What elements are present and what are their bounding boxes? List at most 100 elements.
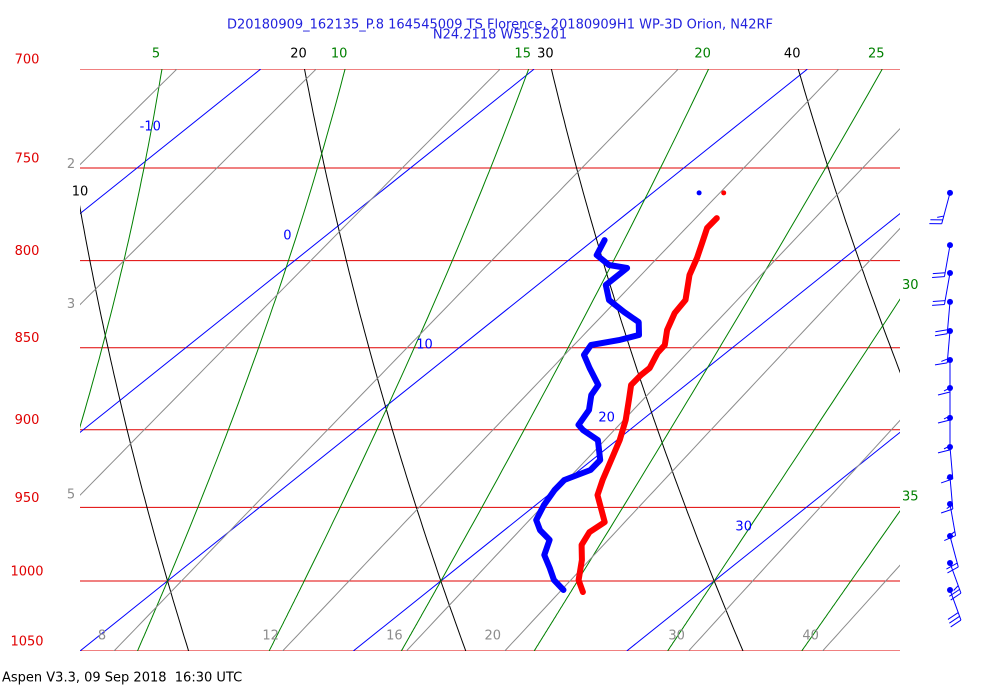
wind-barb — [934, 298, 953, 337]
barb-tick — [950, 592, 962, 601]
mixing-ratio-line-label: 40 — [802, 629, 819, 644]
dry-adiabat-label: 20 — [290, 47, 307, 62]
wind-barb — [947, 560, 962, 601]
barb-staff — [946, 331, 951, 363]
isotherm-label: 0 — [283, 229, 291, 244]
moist-adiabat-label: 5 — [152, 47, 160, 62]
barb-tick — [949, 615, 960, 624]
profile-line — [533, 237, 642, 593]
mixing-ratio-line-label: 3 — [67, 297, 75, 312]
moist-adiabat-label: 15 — [514, 47, 531, 62]
dry-adiabat — [304, 69, 467, 651]
profile-marker — [721, 190, 727, 196]
isotherm-label: 10 — [416, 338, 433, 353]
footer: Aspen V3.3, 09 Sep 2018 16:30 UTC — [2, 671, 242, 686]
dry-adiabat-label: 30 — [537, 47, 554, 62]
mixing-ratio-line-label: 20 — [485, 629, 502, 644]
barb-staff — [949, 446, 954, 479]
wind-barb — [932, 242, 953, 279]
wind-barb — [944, 501, 957, 542]
isotherm-label: 20 — [598, 411, 615, 426]
profiles — [533, 190, 727, 595]
mixing-ratio-line — [282, 69, 840, 651]
barb-staff — [941, 192, 951, 224]
mixing-ratio-line — [822, 564, 900, 651]
barb-tick — [950, 619, 962, 628]
moist-adiabat — [400, 69, 710, 651]
dry-adiabat — [550, 69, 744, 651]
diagram-lines — [80, 69, 900, 651]
barb-staff — [943, 245, 951, 277]
barb-tick — [946, 562, 958, 570]
wind-barbs — [929, 189, 962, 628]
moist-adiabat — [801, 510, 900, 651]
barb-tick — [953, 585, 959, 591]
moist-adiabat-label: 30 — [902, 278, 919, 293]
dry-adiabat — [797, 69, 900, 374]
barb-tick — [935, 329, 948, 333]
moist-adiabat — [80, 69, 163, 429]
isotherm — [352, 212, 900, 651]
barb-staff — [943, 272, 951, 305]
barb-staff — [949, 535, 959, 568]
barb-tick — [937, 215, 944, 218]
dry-adiabat-label: 10 — [72, 184, 89, 199]
dry-adiabat — [80, 204, 190, 651]
barb-staff — [946, 301, 951, 334]
pressure-label: 700 — [15, 53, 40, 68]
pressure-label: 900 — [15, 413, 40, 428]
mixing-ratio-line-label: 8 — [98, 629, 106, 644]
chart-subtitle: N24.2118 W55.5201 — [433, 28, 567, 43]
barb-staff — [949, 589, 962, 621]
barb-tick — [932, 272, 946, 275]
barb-tick — [947, 612, 959, 620]
barb-tick — [937, 419, 951, 424]
barb-staff — [949, 562, 962, 594]
mixing-ratio-line-label: 2 — [67, 157, 75, 172]
isotherm-label: 30 — [735, 520, 752, 535]
pressure-label: 750 — [15, 152, 40, 167]
moist-adiabat — [667, 298, 900, 651]
wind-barb — [934, 328, 953, 366]
pressure-label: 1050 — [10, 635, 43, 650]
profile-marker — [696, 190, 702, 196]
moist-adiabat-label: 10 — [331, 47, 348, 62]
barb-tick — [934, 333, 948, 337]
wind-barb — [929, 189, 953, 225]
pressure-label: 1000 — [10, 564, 43, 579]
profile-line — [575, 215, 720, 595]
wind-barb — [932, 269, 953, 306]
moist-adiabat — [268, 69, 530, 651]
isotherm — [80, 69, 808, 651]
chart-title: D20180909_162135_P.8 164545009 TS Floren… — [227, 18, 773, 33]
moist-adiabat-label: 20 — [694, 47, 711, 62]
barb-tick — [932, 300, 946, 302]
mixing-ratio-line-label: 30 — [668, 629, 685, 644]
mixing-ratio-line — [688, 419, 900, 651]
pressure-label: 800 — [15, 244, 40, 259]
isotherm — [80, 69, 535, 434]
isotherm-label: -10 — [140, 120, 161, 135]
barb-tick — [937, 449, 951, 454]
diagram-labels: 700 750 800 850 900 950 1000 1050 -10 0 10 20 30 10 20… — [10, 47, 918, 650]
mixing-ratio-line — [80, 69, 501, 496]
mixing-ratio-line-label: 12 — [262, 629, 279, 644]
isotherm — [626, 431, 900, 651]
barb-tick — [932, 276, 945, 279]
mixing-ratio-line — [113, 69, 679, 651]
moist-adiabat — [136, 69, 346, 651]
barb-tick — [934, 362, 948, 366]
mixing-ratio-line-label: 5 — [67, 488, 75, 503]
mixing-ratio-line — [406, 127, 900, 651]
mixing-ratio-line — [504, 227, 900, 651]
pressure-label: 850 — [15, 331, 40, 346]
wind-barb — [947, 586, 962, 628]
barb-tick — [949, 588, 960, 597]
mixing-ratio-line — [80, 69, 317, 306]
barb-tick — [932, 304, 945, 306]
barb-tick — [941, 358, 948, 362]
barb-tick — [937, 391, 951, 396]
pressure-label: 950 — [15, 491, 40, 506]
